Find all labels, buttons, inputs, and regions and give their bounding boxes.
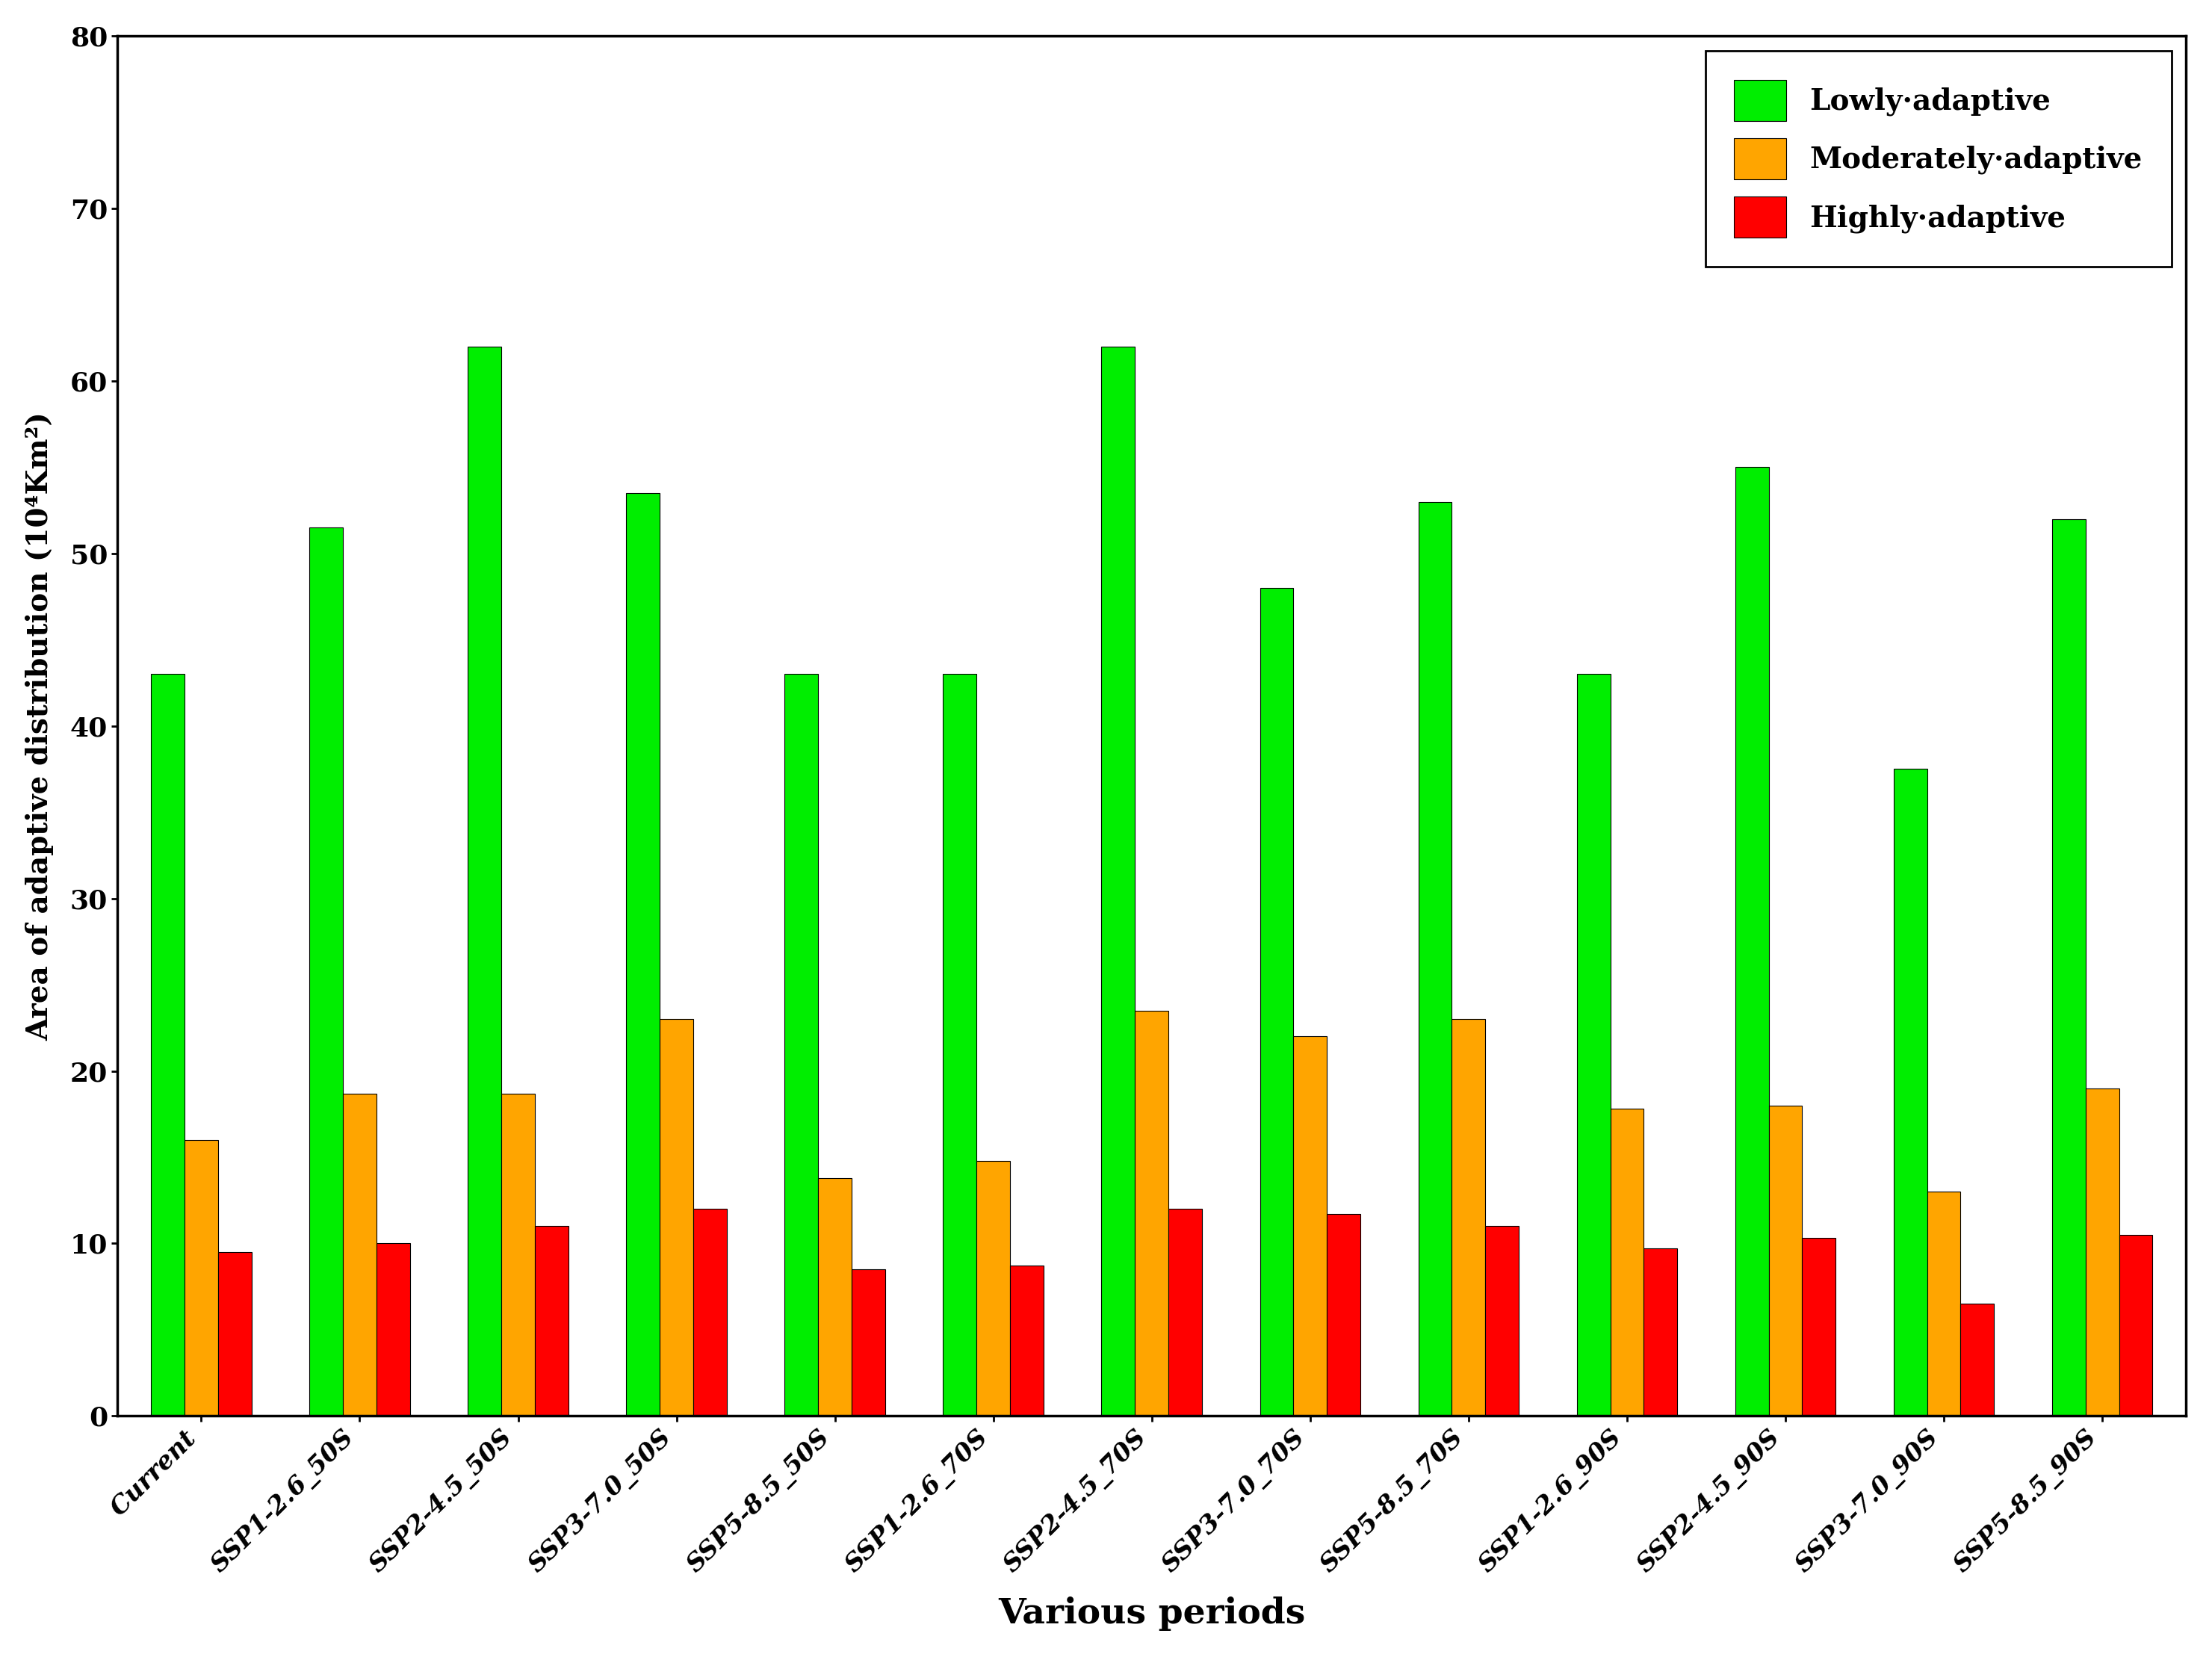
Bar: [785, 674, 818, 1415]
Bar: [376, 1243, 409, 1415]
Bar: [942, 674, 975, 1415]
Bar: [219, 1253, 252, 1415]
Bar: [1770, 1105, 1803, 1415]
Bar: [1486, 1226, 1520, 1415]
Bar: [467, 346, 502, 1415]
Bar: [692, 1210, 728, 1415]
Bar: [659, 1019, 692, 1415]
Bar: [2053, 519, 2086, 1415]
Bar: [975, 1160, 1011, 1415]
Bar: [502, 1094, 535, 1415]
Bar: [626, 494, 659, 1415]
Bar: [1168, 1210, 1201, 1415]
Bar: [1577, 674, 1610, 1415]
X-axis label: Various periods: Various periods: [998, 1597, 1305, 1630]
Bar: [310, 527, 343, 1415]
Bar: [2086, 1089, 2119, 1415]
Bar: [2119, 1234, 2152, 1415]
Bar: [1451, 1019, 1486, 1415]
Bar: [535, 1226, 568, 1415]
Legend: Lowly·adaptive, Moderately·adaptive, Highly·adaptive: Lowly·adaptive, Moderately·adaptive, Hig…: [1705, 51, 2172, 267]
Bar: [1644, 1249, 1677, 1415]
Y-axis label: Area of adaptive distribution (10⁴Km²): Area of adaptive distribution (10⁴Km²): [27, 411, 55, 1041]
Bar: [343, 1094, 376, 1415]
Bar: [184, 1140, 219, 1415]
Bar: [1734, 467, 1770, 1415]
Bar: [1327, 1215, 1360, 1415]
Bar: [1927, 1191, 1960, 1415]
Bar: [1261, 588, 1294, 1415]
Bar: [1418, 502, 1451, 1415]
Bar: [1803, 1238, 1836, 1415]
Bar: [1960, 1304, 1995, 1415]
Bar: [852, 1269, 885, 1415]
Bar: [150, 674, 184, 1415]
Bar: [818, 1178, 852, 1415]
Bar: [1135, 1011, 1168, 1415]
Bar: [1294, 1036, 1327, 1415]
Bar: [1893, 769, 1927, 1415]
Bar: [1102, 346, 1135, 1415]
Bar: [1610, 1109, 1644, 1415]
Bar: [1011, 1266, 1044, 1415]
